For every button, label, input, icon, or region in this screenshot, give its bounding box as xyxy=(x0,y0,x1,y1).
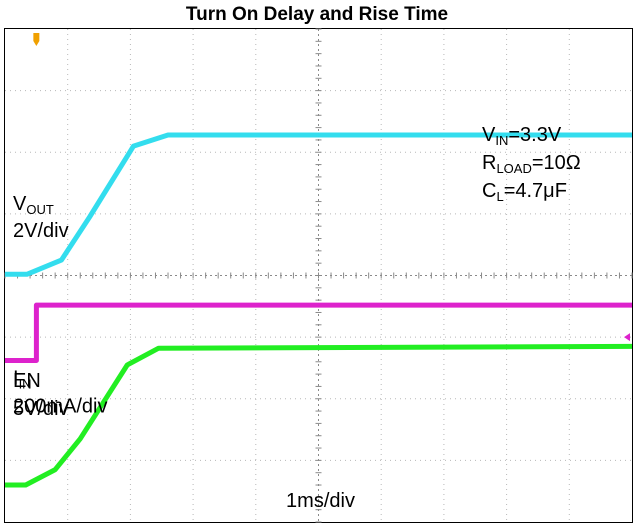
condition-label: CL=4.7μF xyxy=(482,180,567,204)
labels: VOUT 2V/div EN 5V/div IIN 200mA/div VIN=3.3V RL… xyxy=(13,124,581,512)
chart-title: Turn On Delay and Rise Time xyxy=(185,4,449,25)
trace-iin xyxy=(5,343,633,488)
time-scale-label: 1ms/div xyxy=(286,490,355,512)
series-name-en: EN xyxy=(13,370,41,392)
graticule xyxy=(4,28,633,523)
trigger-position-icon xyxy=(33,33,40,46)
series-name-iin: IIN xyxy=(13,367,32,391)
trace-en xyxy=(5,302,632,363)
trigger-level-icon xyxy=(624,333,630,342)
series-name-vout: VOUT xyxy=(13,193,54,217)
series-scale-vout: 2V/div xyxy=(13,220,69,242)
trace-vout xyxy=(5,132,632,277)
trigger-marker xyxy=(33,33,630,342)
condition-label: VIN=3.3V xyxy=(482,124,562,148)
traces xyxy=(5,132,633,488)
condition-label: RLOAD=10Ω xyxy=(482,152,581,176)
series-scale-iin: 200mA/div xyxy=(13,395,108,417)
series-scale-en: 5V/div xyxy=(13,398,69,420)
